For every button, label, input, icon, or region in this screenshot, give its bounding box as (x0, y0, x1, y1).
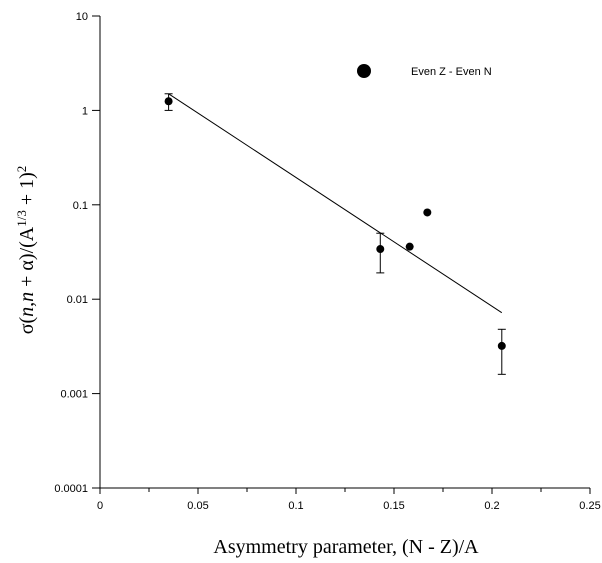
data-point (497, 341, 506, 350)
x-axis-label: Asymmetry parameter, (N - Z)/A (213, 536, 479, 558)
y-tick-label: 10 (76, 11, 88, 23)
data-point (376, 245, 385, 254)
x-tick-label: 0.25 (579, 500, 600, 512)
data-point (423, 208, 432, 217)
legend-marker (357, 64, 371, 78)
y-tick-label: 0.01 (67, 294, 88, 306)
y-tick-label: 0.1 (73, 200, 88, 212)
legend-label: Even Z - Even N (411, 66, 492, 78)
data-point (405, 242, 414, 251)
fit-line (168, 93, 503, 314)
y-axis-label: σ(n,n + α)/(A1/3 + 1)2 (14, 166, 39, 335)
x-tick-label: 0.1 (288, 500, 303, 512)
x-tick-label: 0.05 (187, 500, 208, 512)
x-tick-label: 0.15 (383, 500, 404, 512)
x-tick-label: 0.2 (484, 500, 499, 512)
x-tick-label: 0 (97, 500, 103, 512)
data-points (164, 93, 506, 375)
y-tick-label: 0.001 (60, 389, 88, 401)
y-tick-label: 0.0001 (54, 483, 88, 495)
legend: Even Z - Even N (357, 64, 492, 78)
axes: 0 0.05 0.1 0.15 0.2 0.25 0.0001 0.001 0.01 0.1 1 10 (54, 11, 600, 512)
data-point (164, 97, 173, 106)
fit-line-group (168, 93, 503, 314)
y-tick-label: 1 (82, 105, 88, 117)
